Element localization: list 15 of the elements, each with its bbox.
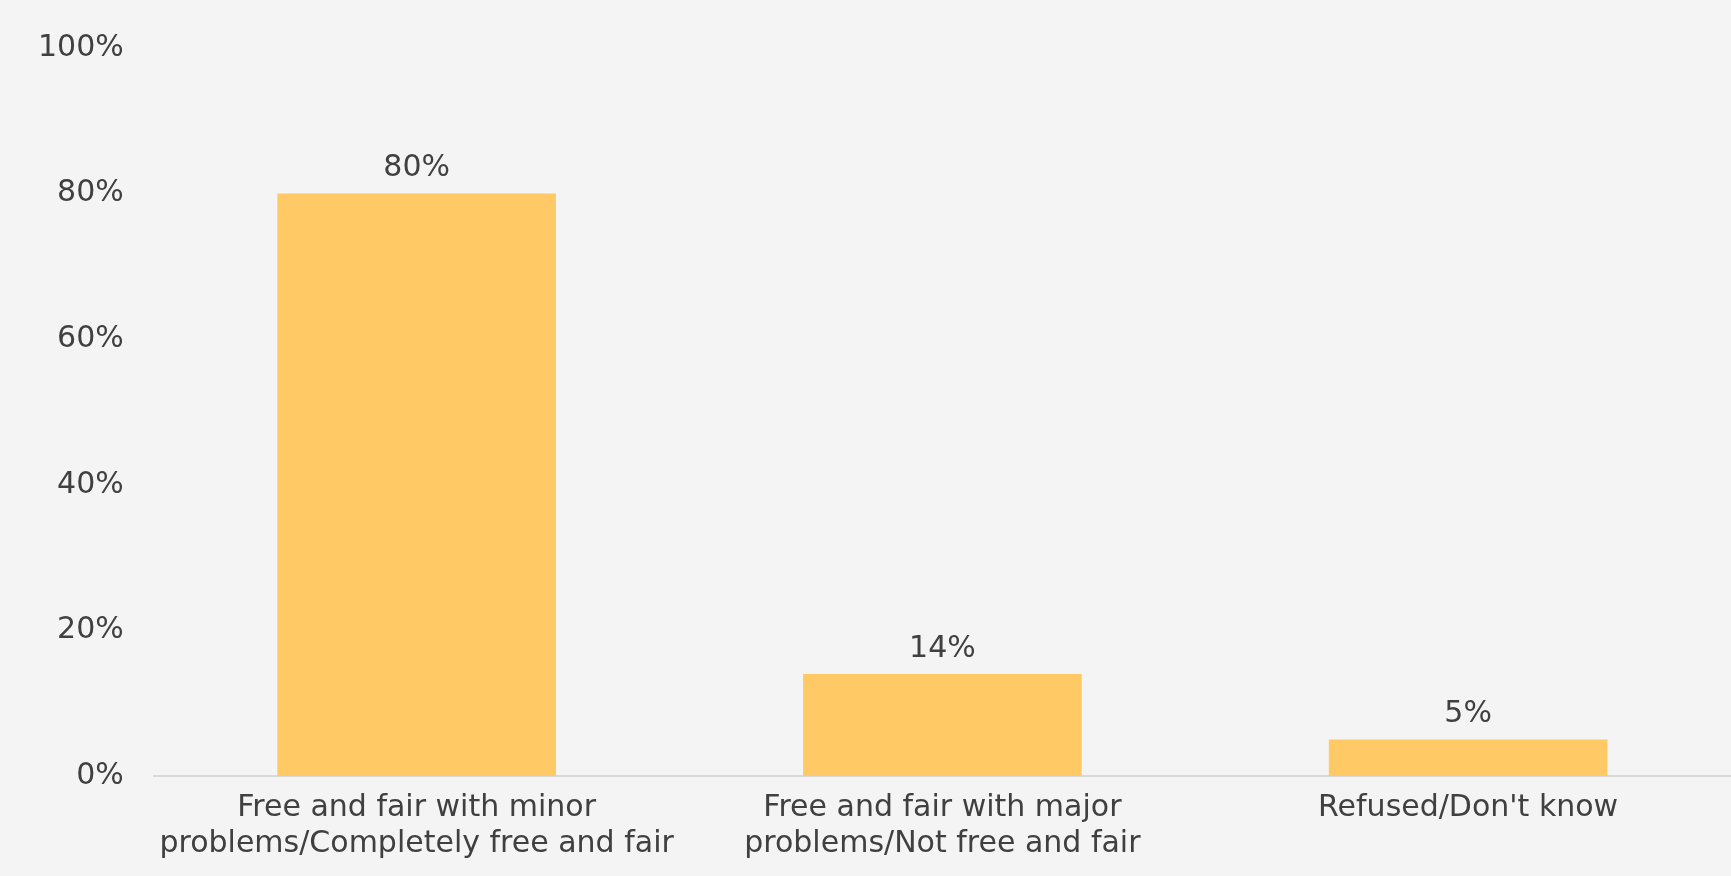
y-tick-label: 100% xyxy=(37,27,124,63)
x-tick-label: Free and fair with minor problems/Completely free and fair xyxy=(159,787,675,859)
x-tick-label: Free and fair with major problems/Not free and fair xyxy=(744,787,1142,859)
x-tick-label: Refused/Don't know xyxy=(1318,787,1619,823)
y-tick-label: 80% xyxy=(57,173,124,209)
y-tick-label: 20% xyxy=(57,610,124,646)
data-label: 80% xyxy=(383,148,450,184)
data-label: 14% xyxy=(909,628,976,664)
y-tick-label: 40% xyxy=(57,464,124,500)
y-tick-label: 60% xyxy=(57,319,124,354)
bar xyxy=(1328,739,1608,776)
bar xyxy=(803,674,1082,776)
data-label: 5% xyxy=(1444,694,1492,730)
bar xyxy=(277,193,556,776)
y-tick-label: 0% xyxy=(76,755,124,791)
